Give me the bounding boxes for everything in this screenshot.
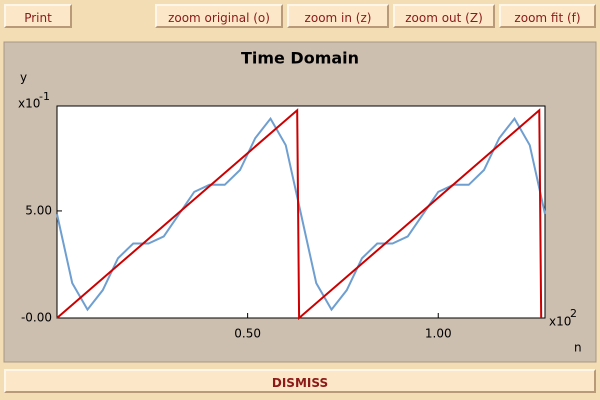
y-tick-label: -0.00 — [21, 311, 52, 325]
zoom-fit-button[interactable]: zoom fit (f) — [499, 4, 596, 28]
dismiss-button[interactable]: DISMISS — [4, 369, 596, 393]
y-axis-label: y — [20, 71, 27, 85]
x-tick-label: 1.00 — [425, 327, 452, 341]
zoom-original-button[interactable]: zoom original (o) — [155, 4, 283, 28]
x-tick-label: 0.50 — [234, 327, 261, 341]
y-multiplier: x10 — [18, 97, 40, 111]
data-line — [56, 108, 543, 321]
print-button[interactable]: Print — [4, 4, 72, 28]
data-line — [56, 116, 546, 312]
x-multiplier: x10 — [549, 315, 571, 329]
y-multiplier-exponent: -1 — [39, 90, 50, 103]
zoom-in-button[interactable]: zoom in (z) — [287, 4, 389, 28]
y-tick-label: 5.00 — [25, 203, 52, 217]
chart-title: Time Domain — [241, 49, 359, 68]
x-multiplier-exponent: 2 — [570, 307, 577, 320]
zoom-out-button[interactable]: zoom out (Z) — [393, 4, 495, 28]
x-axis-label: n — [574, 341, 582, 355]
